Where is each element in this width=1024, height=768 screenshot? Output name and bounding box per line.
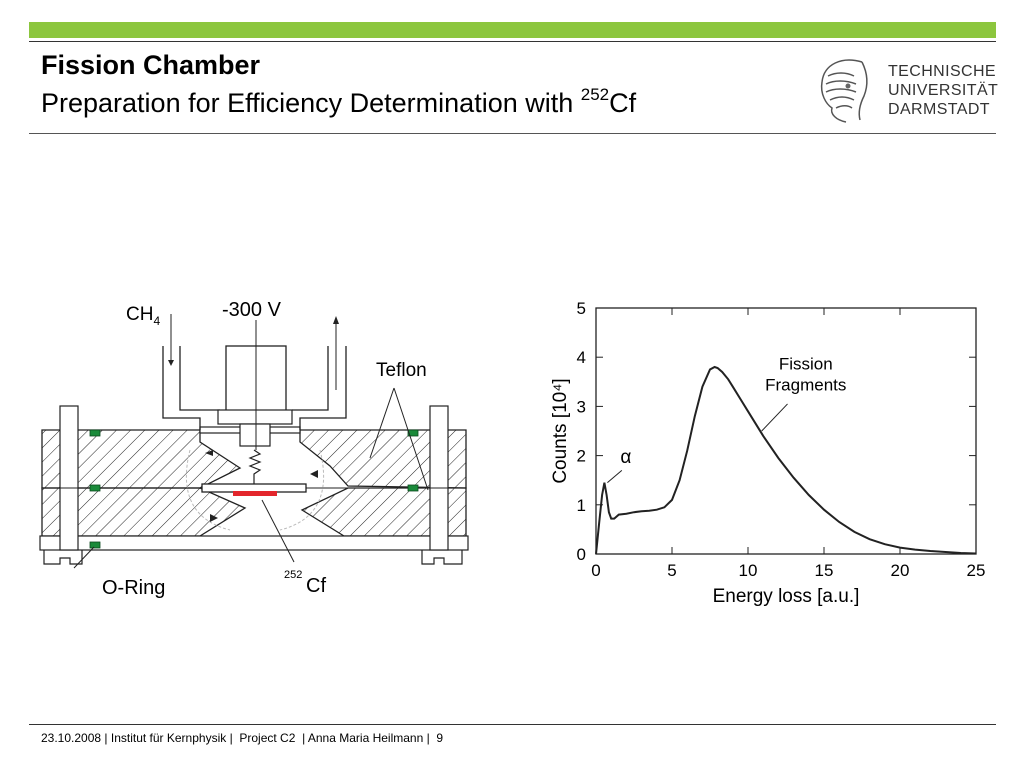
cf-sup-label: 252 (284, 569, 302, 581)
footer-page: 9 (436, 731, 444, 745)
annotation-alpha-arrow (607, 469, 623, 484)
o-rings (89, 429, 419, 549)
y-tick-label: 3 (577, 397, 586, 416)
voltage-label: -300 V (222, 299, 282, 321)
chamber-diagram: CH4 -300 V Teflon O-Ring 252 Cf (39, 299, 469, 599)
header-bottom-rule (29, 133, 996, 134)
page-subtitle: Preparation for Efficiency Determination… (41, 85, 637, 119)
y-tick-label: 2 (577, 447, 586, 466)
y-tick-label: 0 (577, 545, 586, 564)
y-tick-label: 1 (577, 496, 586, 515)
energy-spectrum-chart: 0 5 10 15 20 25 0 1 2 3 4 5 Energy loss [a.u.] Coun… (550, 299, 986, 607)
x-tick-label: 15 (815, 561, 834, 580)
university-logo (802, 50, 1015, 132)
y-tick-label: 5 (577, 299, 586, 318)
cf-label: Cf (306, 575, 326, 597)
footer-author: Anna Maria Heilmann (307, 731, 424, 745)
athena-head-icon (802, 50, 882, 132)
page-title: Fission Chamber (41, 50, 261, 80)
annotation-fission: Fission (779, 355, 833, 374)
x-tick-label: 10 (739, 561, 758, 580)
footer-date: 23.10.2008 (41, 731, 102, 745)
annotation-fragments: Fragments (765, 376, 846, 395)
plot-frame (595, 307, 977, 555)
cf-source (233, 491, 277, 496)
x-tick-label: 25 (967, 561, 986, 580)
footer-institute: Institut für Kernphysik (110, 731, 227, 745)
header-accent-bar (29, 22, 996, 38)
logo-text: TECHNISCHE UNIVERSITÄT DARMSTADT (888, 62, 998, 119)
y-axis-label: Counts [10⁴] (550, 378, 571, 483)
footer-project: Project C2 (239, 731, 296, 745)
series-line (595, 365, 977, 555)
subtitle-superscript: 252 (580, 85, 610, 104)
footer: 23.10.2008 | Institut für Kernphysik | P… (41, 731, 444, 745)
oring-label: O-Ring (102, 577, 165, 599)
annotation-fission-arrow (761, 403, 788, 432)
x-tick-label: 5 (667, 561, 676, 580)
logo-line-2: UNIVERSITÄT (888, 82, 999, 99)
x-tick-label: 20 (891, 561, 910, 580)
footer-rule (29, 724, 996, 725)
logo-line-1: TECHNISCHE (888, 63, 997, 80)
x-tick-label: 0 (591, 561, 600, 580)
header-top-rule (29, 41, 996, 42)
subtitle-element: Cf (609, 88, 637, 118)
ch4-label: CH4 (126, 304, 160, 328)
x-axis-label: Energy loss [a.u.] (713, 586, 860, 607)
teflon-label: Teflon (376, 360, 427, 381)
logo-line-3: DARMSTADT (888, 101, 990, 118)
annotation-alpha: α (620, 447, 631, 468)
y-tick-label: 4 (577, 348, 586, 367)
subtitle-text: Preparation for Efficiency Determination… (41, 88, 581, 118)
chamber-body (39, 314, 469, 565)
